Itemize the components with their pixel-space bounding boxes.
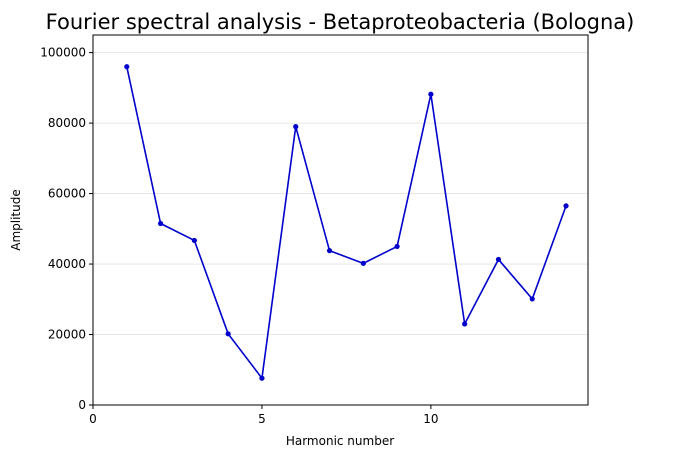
data-point — [462, 321, 468, 327]
data-point — [225, 331, 231, 337]
y-tick-label: 40000 — [48, 257, 86, 271]
data-point — [293, 124, 299, 130]
y-axis-label: Amplitude — [9, 189, 23, 251]
data-point — [360, 260, 366, 266]
y-axis: 0 20000 40000 60000 80000 100000 — [40, 46, 93, 412]
data-point — [563, 203, 569, 209]
y-tick-label: 80000 — [48, 116, 86, 130]
x-axis: 0 5 10 — [89, 405, 439, 426]
data-point — [124, 64, 130, 70]
series-group — [124, 64, 569, 381]
x-tick-label: 0 — [89, 412, 97, 426]
grid — [93, 52, 588, 335]
data-point — [259, 375, 265, 381]
data-point — [394, 243, 400, 250]
data-point — [428, 91, 434, 97]
chart-title: Fourier spectral analysis - Betaproteoba… — [46, 10, 635, 34]
x-tick-label: 5 — [258, 412, 266, 426]
data-point — [157, 220, 164, 227]
y-tick-label: 20000 — [48, 328, 86, 342]
series-line — [126, 66, 567, 381]
x-tick-label: 10 — [423, 412, 438, 426]
y-tick-label: 60000 — [48, 187, 86, 201]
data-point — [529, 296, 535, 302]
data-point — [191, 237, 197, 244]
x-axis-label: Harmonic number — [286, 434, 394, 448]
plot-area — [92, 34, 589, 406]
y-tick-label: 100000 — [40, 46, 86, 60]
y-tick-label: 0 — [78, 398, 86, 412]
data-point — [326, 248, 333, 254]
data-point — [495, 256, 502, 263]
